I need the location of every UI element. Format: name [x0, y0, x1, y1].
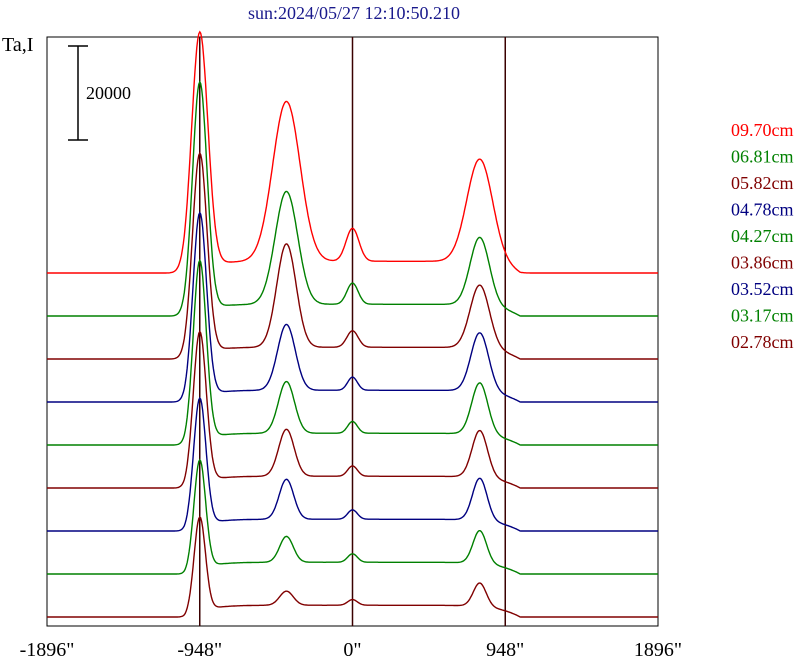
series-line-05-82cm: [47, 151, 658, 360]
series-line-03-52cm: [47, 396, 658, 532]
series-line-09-70cm: [47, 30, 658, 274]
series-line-03-86cm: [47, 330, 658, 489]
legend-entry-0: 09.70cm: [731, 120, 794, 140]
chart-title: sun:2024/05/27 12:10:50.210: [248, 3, 460, 23]
series-line-06-81cm: [47, 80, 658, 317]
series-line-03-17cm: [47, 458, 658, 575]
legend-entry-8: 02.78cm: [731, 332, 794, 352]
legend: 09.70cm 06.81cm 05.82cm 04.78cm 04.27cm 03.86…: [731, 120, 794, 352]
series-line-04-78cm: [47, 211, 658, 403]
series-line-04-27cm: [47, 258, 658, 446]
x-tick-label-4: 1896": [634, 639, 682, 661]
scale-bar-label: 20000: [86, 83, 131, 103]
legend-entry-7: 03.17cm: [731, 306, 794, 326]
y-axis-label: Ta,I: [2, 34, 33, 56]
x-axis-ticks: -1896" -948" 0" 948" 1896": [20, 639, 683, 661]
legend-entry-5: 03.86cm: [731, 253, 794, 273]
x-tick-label-2: 0": [343, 639, 361, 661]
legend-entry-6: 03.52cm: [731, 279, 794, 299]
x-tick-label-0: -1896": [20, 639, 75, 661]
x-tick-label-1: -948": [177, 639, 222, 661]
x-tick-label-3: 948": [486, 639, 524, 661]
legend-entry-1: 06.81cm: [731, 147, 794, 167]
scale-bar: 20000: [68, 45, 131, 141]
legend-entry-2: 05.82cm: [731, 173, 794, 193]
series-layer: [47, 30, 658, 618]
series-line-02-78cm: [47, 515, 658, 618]
legend-entry-4: 04.27cm: [731, 226, 794, 246]
legend-entry-3: 04.78cm: [731, 200, 794, 220]
